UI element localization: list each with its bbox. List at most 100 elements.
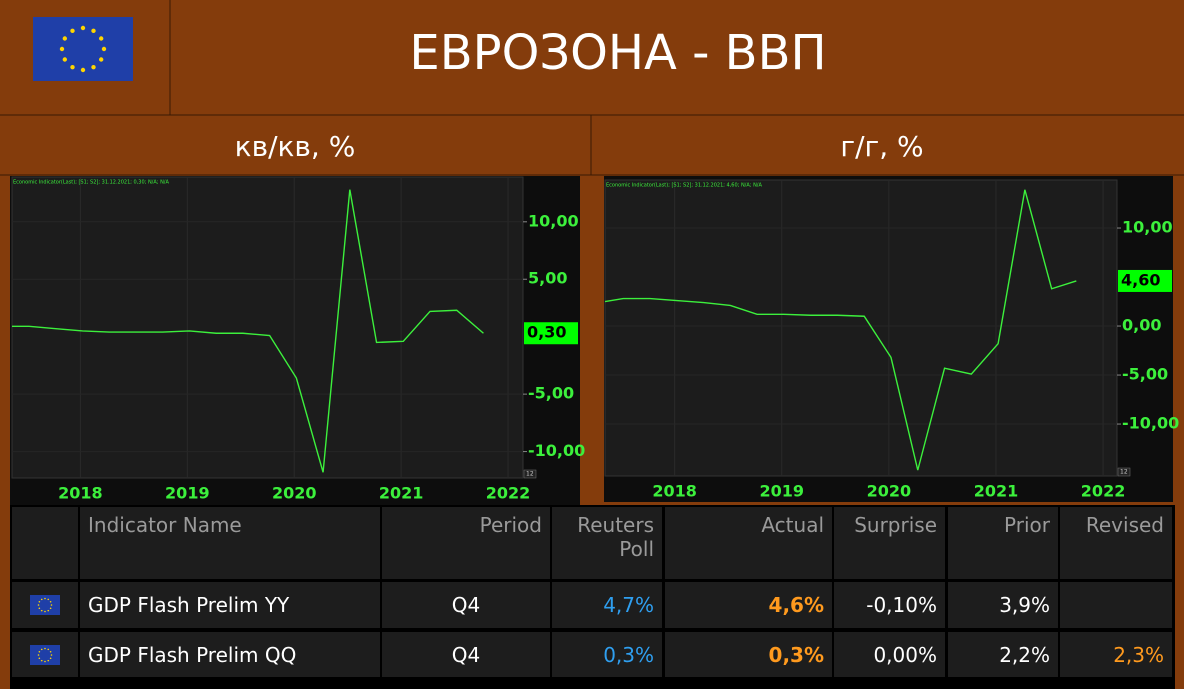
corner-box	[523, 469, 537, 479]
table-cell: 4,6%	[665, 582, 832, 628]
corner-box	[1117, 467, 1131, 477]
chart-title: кв/кв, %	[235, 130, 356, 163]
flag-star	[50, 604, 53, 606]
x-tick-label: 2020	[272, 484, 317, 503]
flag-star	[50, 653, 53, 656]
table-cell-bg	[12, 632, 78, 677]
plot-area	[11, 176, 524, 479]
flag-star	[37, 653, 40, 656]
flag-star	[47, 609, 50, 612]
table-cell: Indicator Name	[80, 507, 380, 579]
flag-star	[37, 604, 40, 606]
flag-star	[62, 36, 68, 41]
flag-star	[47, 659, 50, 661]
table-cell: Q4	[382, 632, 550, 677]
table-cell: Reuters Poll	[552, 507, 662, 579]
flag-star	[80, 25, 86, 31]
flag-star	[47, 598, 50, 601]
flag-star	[59, 46, 65, 52]
table-cell: Period	[382, 507, 550, 579]
flag-star	[44, 597, 46, 600]
data-line	[604, 189, 1077, 471]
row-flag	[30, 595, 60, 615]
table-cell: Surprise	[834, 507, 945, 579]
row-flag	[30, 644, 60, 665]
legend-text: Economic Indicator(Last); [S1; S2]; 31.1…	[606, 183, 762, 189]
x-tick-label: 2019	[759, 482, 804, 501]
x-tick-label: 2018	[58, 484, 103, 503]
flag-star	[44, 647, 46, 649]
flag-field	[30, 595, 60, 615]
chart: 2018 2019 2020 2021 2022 10,00 5,00 -5,00 -10,00…	[10, 176, 585, 505]
chart: 2018 2019 2020 2021 2022 10,00 0,00 -5,00 -10,00…	[604, 176, 1179, 502]
flag-star	[70, 64, 75, 70]
page-title: ЕВРОЗОНА - ВВП	[409, 25, 826, 81]
table-cell: 4,7%	[552, 582, 662, 628]
table-cell: 2,3%	[1060, 632, 1172, 677]
y-tick-label: 10,00	[1122, 218, 1173, 237]
flag-star	[40, 648, 43, 650]
table-cell-bg	[1060, 582, 1172, 628]
x-tick-label: 2019	[165, 484, 210, 503]
plot-area	[604, 179, 1118, 477]
flag-star	[38, 600, 41, 603]
flag-star	[38, 607, 41, 610]
flag-star	[80, 67, 86, 73]
table-cell: GDP Flash Prelim QQ	[80, 632, 380, 677]
table-cell: Revised	[1060, 507, 1172, 579]
flag-star	[44, 610, 46, 613]
corner-label: 12	[1120, 469, 1128, 476]
x-tick-label: 2021	[974, 482, 1019, 501]
x-tick-label: 2021	[379, 484, 424, 503]
table-cell-bg	[12, 507, 78, 579]
table-cell: 0,3%	[552, 632, 662, 677]
flag-star	[98, 36, 104, 41]
y-tick-label: -10,00	[1122, 414, 1179, 433]
flag-star	[49, 600, 52, 603]
flag-star	[70, 28, 75, 34]
last-value-box	[524, 322, 578, 345]
table-cell: Prior	[948, 507, 1058, 579]
flag-star	[40, 598, 43, 601]
corner-label: 12	[526, 471, 534, 478]
data-line	[12, 189, 484, 473]
table-cell: 2,2%	[948, 632, 1058, 677]
x-tick-label: 2022	[486, 484, 531, 503]
table-cell-bg	[12, 582, 78, 628]
flag-star	[49, 650, 52, 653]
table-cell: Q4	[382, 582, 550, 628]
last-value-label: 4,60	[1121, 270, 1160, 289]
flag-star	[101, 46, 107, 52]
x-tick-label: 2018	[652, 482, 697, 501]
y-tick-label: 5,00	[528, 269, 567, 288]
flag-star	[44, 660, 46, 662]
table-cell: Actual	[665, 507, 832, 579]
y-tick-label: -5,00	[1122, 365, 1168, 384]
flag-field	[30, 644, 60, 665]
last-value-box	[1118, 269, 1172, 292]
flag-star	[91, 28, 96, 34]
flag-star	[40, 659, 43, 661]
table-cell: 0,00%	[834, 632, 945, 677]
y-tick-label: -5,00	[528, 384, 574, 403]
table-cell: -0,10%	[834, 582, 945, 628]
x-tick-label: 2020	[867, 482, 912, 501]
flag-star	[98, 57, 104, 62]
table-cell: 3,9%	[948, 582, 1058, 628]
eu-flag	[33, 17, 133, 81]
table-cell: GDP Flash Prelim YY	[80, 582, 380, 628]
flag-star	[49, 607, 52, 610]
flag-star	[38, 650, 41, 653]
y-tick-label: -10,00	[528, 441, 585, 460]
y-tick-label: 0,00	[1122, 316, 1161, 335]
table-cell: 0,3%	[665, 632, 832, 677]
chart-title: г/г, %	[840, 130, 923, 163]
flag-star	[38, 656, 41, 659]
y-tick-label: 10,00	[528, 211, 579, 230]
flag-star	[49, 656, 52, 659]
flag-star	[40, 609, 43, 612]
flag-star	[62, 57, 68, 62]
flag-star	[47, 648, 50, 650]
flag-star	[91, 64, 96, 70]
